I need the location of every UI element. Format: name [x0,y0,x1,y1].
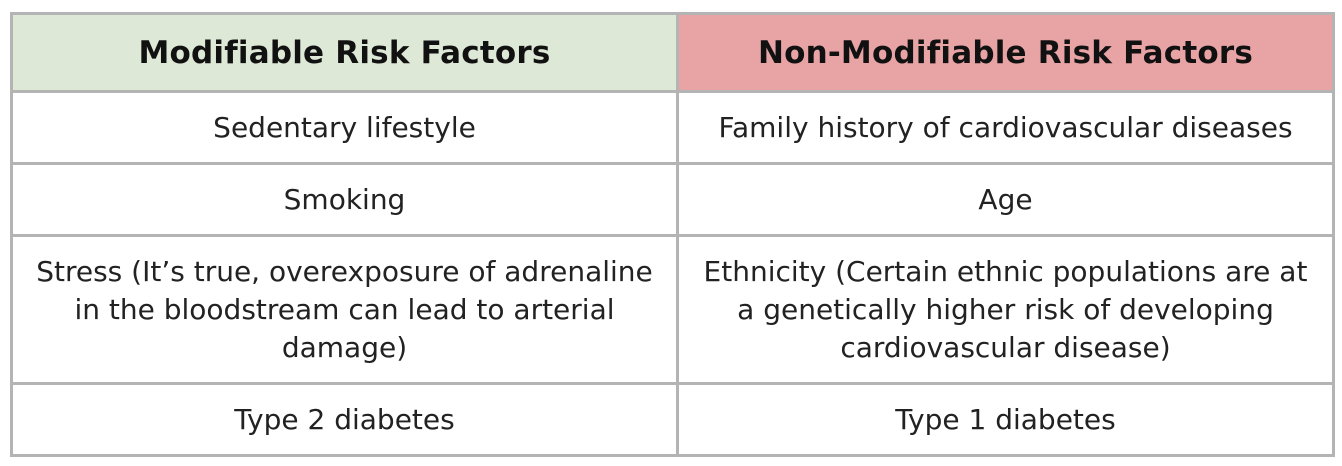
header-row: Modifiable Risk Factors Non-Modifiable R… [10,12,1335,93]
non-modifiable-cell: Age [676,162,1335,237]
modifiable-header: Modifiable Risk Factors [10,12,679,93]
table-row: Type 2 diabetes Type 1 diabetes [10,382,1335,457]
table-header: Modifiable Risk Factors Non-Modifiable R… [10,12,1335,93]
modifiable-cell: Smoking [10,162,679,237]
modifiable-cell: Sedentary lifestyle [10,90,679,165]
non-modifiable-header: Non-Modifiable Risk Factors [676,12,1335,93]
non-modifiable-cell: Family history of cardiovascular disease… [676,90,1335,165]
modifiable-cell: Type 2 diabetes [10,382,679,457]
non-modifiable-cell: Ethnicity (Certain ethnic populations ar… [676,234,1335,385]
table-body: Sedentary lifestyle Family history of ca… [10,90,1335,457]
risk-factors-table: Modifiable Risk Factors Non-Modifiable R… [10,12,1335,457]
non-modifiable-cell: Type 1 diabetes [676,382,1335,457]
table-row: Sedentary lifestyle Family history of ca… [10,90,1335,165]
table-row: Stress (It’s true, overexposure of adren… [10,234,1335,385]
modifiable-cell: Stress (It’s true, overexposure of adren… [10,234,679,385]
table-row: Smoking Age [10,162,1335,237]
